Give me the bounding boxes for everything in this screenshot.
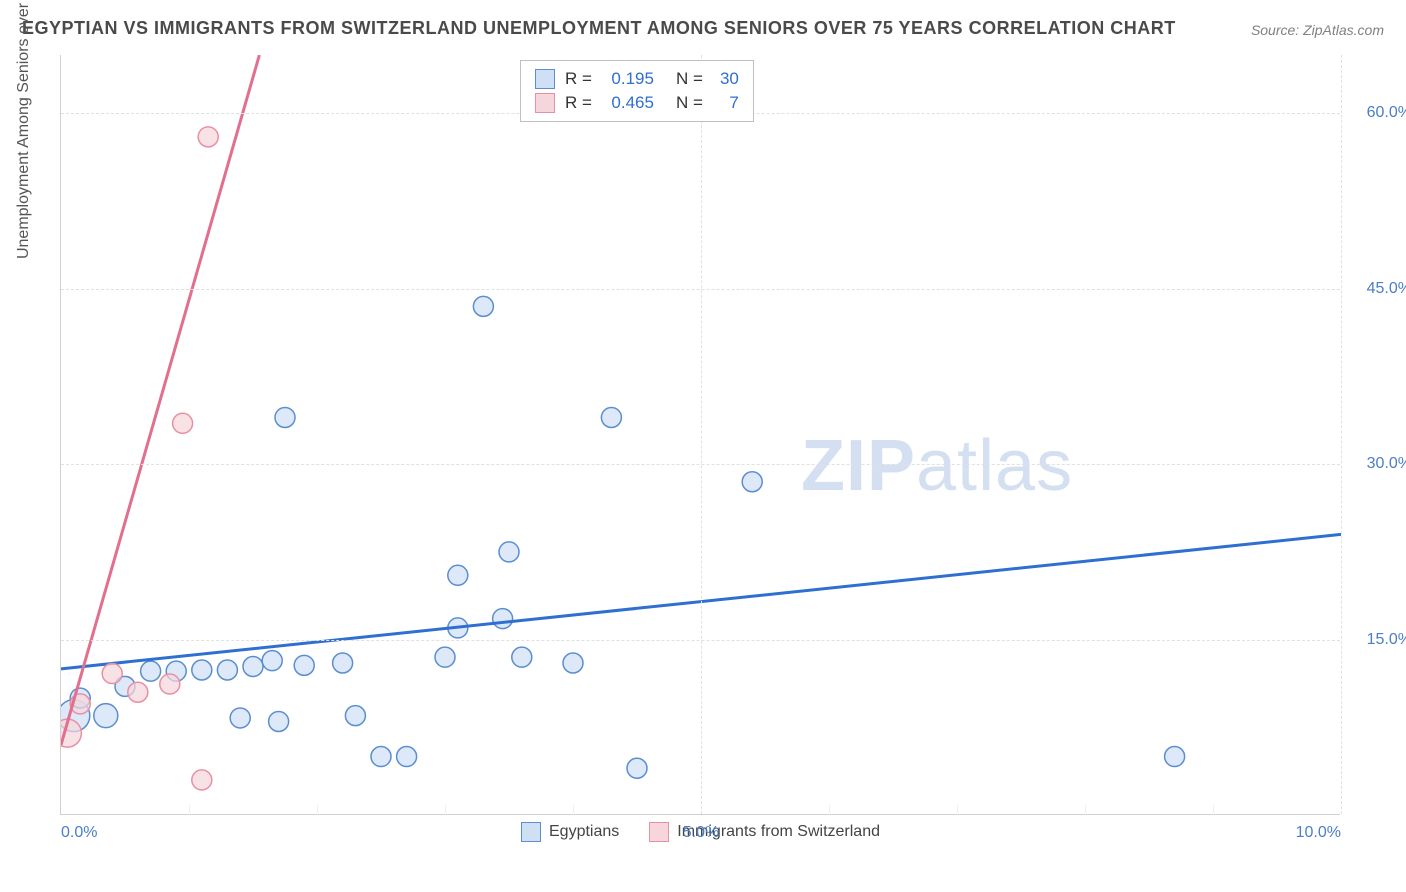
n-value: 30 <box>713 67 739 91</box>
n-value: 7 <box>713 91 739 115</box>
data-point <box>294 655 314 675</box>
data-point <box>262 651 282 671</box>
chart-plot-area: ZIPatlas EgyptiansImmigrants from Switze… <box>60 55 1340 815</box>
data-point <box>269 711 289 731</box>
x-tick-label: 10.0% <box>1296 824 1341 842</box>
data-point <box>217 660 237 680</box>
x-minor-tick <box>829 805 830 815</box>
data-point <box>192 770 212 790</box>
chart-title: EGYPTIAN VS IMMIGRANTS FROM SWITZERLAND … <box>22 18 1176 39</box>
r-label: R = <box>565 91 592 115</box>
r-label: R = <box>565 67 592 91</box>
data-point <box>601 407 621 427</box>
data-point <box>198 127 218 147</box>
y-tick-label: 30.0% <box>1352 455 1406 473</box>
n-label: N = <box>676 67 703 91</box>
data-point <box>275 407 295 427</box>
data-point <box>499 542 519 562</box>
x-minor-tick <box>957 805 958 815</box>
data-point <box>345 706 365 726</box>
data-point <box>435 647 455 667</box>
data-point <box>397 747 417 767</box>
source-attribution: Source: ZipAtlas.com <box>1251 22 1384 38</box>
y-axis-title: Unemployment Among Seniors over 75 years <box>15 0 33 259</box>
legend-item: Egyptians <box>521 822 619 842</box>
trend-line <box>61 55 259 745</box>
gridline-v <box>701 55 702 814</box>
x-minor-tick <box>1085 805 1086 815</box>
data-point <box>473 296 493 316</box>
legend-swatch <box>535 69 555 89</box>
legend-swatch <box>535 93 555 113</box>
source-value: ZipAtlas.com <box>1303 22 1384 38</box>
data-point <box>1165 747 1185 767</box>
x-tick-label: 0.0% <box>61 824 97 842</box>
data-point <box>94 704 118 728</box>
data-point <box>243 657 263 677</box>
gridline-v <box>1341 55 1342 814</box>
y-tick-label: 45.0% <box>1352 280 1406 298</box>
y-tick-label: 60.0% <box>1352 104 1406 122</box>
data-point <box>160 674 180 694</box>
correlation-row: R = 0.465 N = 7 <box>535 91 739 115</box>
data-point <box>230 708 250 728</box>
x-minor-tick <box>573 805 574 815</box>
data-point <box>128 682 148 702</box>
correlation-row: R = 0.195 N = 30 <box>535 67 739 91</box>
y-tick-label: 15.0% <box>1352 631 1406 649</box>
data-point <box>493 609 513 629</box>
data-point <box>627 758 647 778</box>
data-point <box>742 472 762 492</box>
x-tick-label: 5.0% <box>683 824 719 842</box>
data-point <box>333 653 353 673</box>
legend-swatch <box>521 822 541 842</box>
data-point <box>102 664 122 684</box>
source-label: Source: <box>1251 22 1299 38</box>
r-value: 0.465 <box>602 91 654 115</box>
data-point <box>448 565 468 585</box>
x-minor-tick <box>317 805 318 815</box>
data-point <box>192 660 212 680</box>
data-point <box>173 413 193 433</box>
legend-label: Egyptians <box>549 823 619 841</box>
x-minor-tick <box>189 805 190 815</box>
r-value: 0.195 <box>602 67 654 91</box>
legend-swatch <box>649 822 669 842</box>
data-point <box>512 647 532 667</box>
n-label: N = <box>676 91 703 115</box>
x-minor-tick <box>1213 805 1214 815</box>
data-point <box>563 653 583 673</box>
data-point <box>371 747 391 767</box>
data-point <box>141 661 161 681</box>
correlation-legend: R = 0.195 N = 30 R = 0.465 N = 7 <box>520 60 754 122</box>
x-minor-tick <box>445 805 446 815</box>
